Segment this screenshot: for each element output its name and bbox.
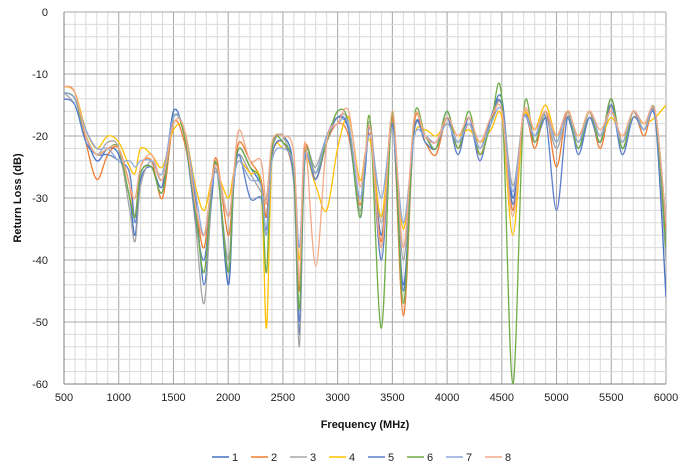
x-tick-label: 5000 bbox=[544, 392, 568, 404]
y-tick-label: -30 bbox=[32, 193, 48, 205]
x-tick-label: 500 bbox=[55, 392, 73, 404]
x-tick-label: 1500 bbox=[161, 392, 185, 404]
legend-label-4: 4 bbox=[349, 452, 355, 464]
y-tick-label: 0 bbox=[42, 7, 48, 19]
chart-tick-labels: 500 1000 1500 2000 2500 3000 3500 4000 4500 5000 5… bbox=[32, 7, 678, 404]
series-line-7 bbox=[64, 91, 666, 249]
x-tick-label: 4000 bbox=[435, 392, 459, 404]
legend-label-7: 7 bbox=[466, 452, 472, 464]
y-tick-label: -10 bbox=[32, 69, 48, 81]
x-tick-label: 5500 bbox=[599, 392, 623, 404]
chart-legend: 1 2 3 4 5 6 7 8 bbox=[212, 452, 511, 464]
legend-label-5: 5 bbox=[388, 452, 394, 464]
x-tick-label: 3000 bbox=[325, 392, 349, 404]
y-tick-label: -20 bbox=[32, 131, 48, 143]
x-tick-label: 1000 bbox=[106, 392, 130, 404]
x-tick-label: 2500 bbox=[271, 392, 295, 404]
x-axis-title: Frequency (MHz) bbox=[321, 419, 410, 431]
chart-axes bbox=[63, 12, 666, 385]
legend-label-2: 2 bbox=[271, 452, 277, 464]
chart-grid bbox=[63, 11, 667, 385]
legend-label-6: 6 bbox=[427, 452, 433, 464]
series-line-8 bbox=[64, 85, 666, 280]
y-tick-label: -50 bbox=[32, 317, 48, 329]
chart-series bbox=[64, 82, 666, 384]
legend-label-1: 1 bbox=[232, 452, 238, 464]
y-axis-title: Return Loss (dB) bbox=[12, 153, 24, 243]
y-tick-label: -40 bbox=[32, 255, 48, 267]
legend-label-8: 8 bbox=[505, 452, 511, 464]
y-tick-label: -60 bbox=[32, 379, 48, 391]
x-tick-label: 4500 bbox=[490, 392, 514, 404]
legend-label-3: 3 bbox=[310, 452, 316, 464]
x-tick-label: 6000 bbox=[654, 392, 678, 404]
x-tick-label: 2000 bbox=[216, 392, 240, 404]
x-tick-label: 3500 bbox=[380, 392, 404, 404]
